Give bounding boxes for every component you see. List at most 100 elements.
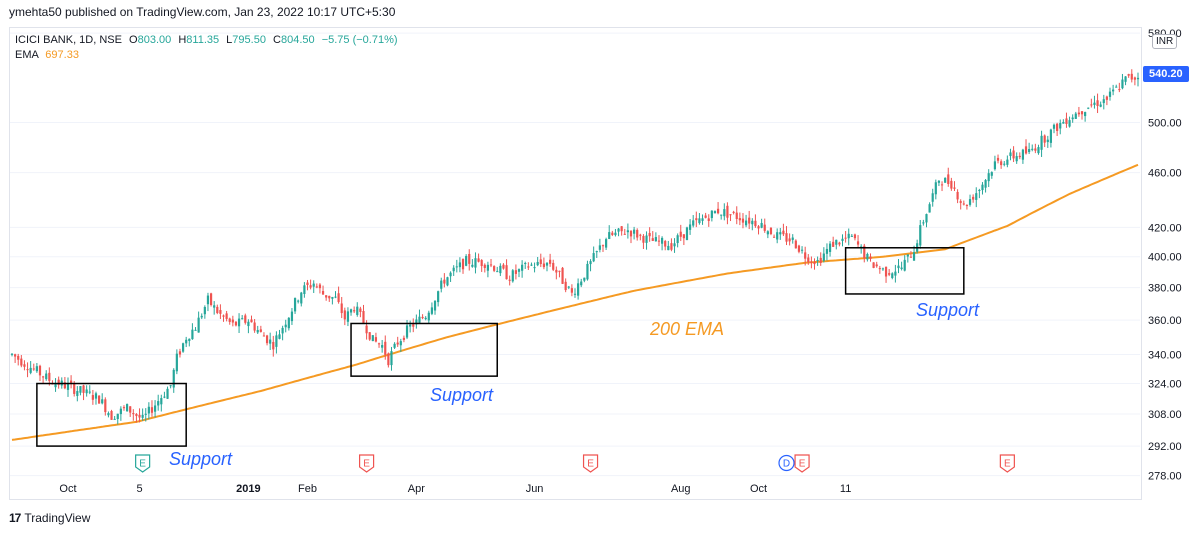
support-zone-box[interactable] [844,247,965,295]
candle [200,313,203,320]
y-tick-label: 400.00 [1148,252,1182,264]
candle [278,329,281,340]
earnings-event-icon[interactable]: E [582,454,599,473]
candle [757,225,760,235]
tradingview-logo-icon: 17 [9,511,21,525]
candle [362,304,365,324]
candle [85,385,88,397]
candle [312,280,315,293]
candle [486,261,490,278]
candle [138,408,141,423]
candle [564,278,567,293]
candle [76,386,79,402]
candle [455,259,458,273]
candle [539,253,542,268]
tradingview-footer[interactable]: 17 TradingView [9,511,90,525]
x-tick-label: Apr [408,483,425,495]
candle [471,259,474,268]
candle [897,259,900,274]
candle [1034,143,1037,154]
candle [533,262,536,273]
candle [704,212,707,219]
candle [42,375,45,384]
candle [723,203,726,221]
candle [782,223,785,237]
candle [888,269,891,277]
candle [894,264,897,283]
ema-indicator-label[interactable]: EMA [15,49,39,61]
earnings-event-icon[interactable]: E [358,454,375,473]
candle [387,352,390,368]
support-zones [36,247,965,447]
candle [409,320,412,333]
open-label: O [129,34,138,46]
candle [660,236,664,251]
candle [256,325,259,334]
candle [900,261,903,271]
candle [1052,123,1056,134]
candle [919,220,922,249]
price-axis: 278.00 292.00 308.00 324.00 340.00 360.00 380.… [1148,28,1182,482]
candle [237,313,241,334]
candle [163,391,166,399]
support-zone-box[interactable] [36,382,187,447]
candle [480,259,483,272]
candle [216,304,219,315]
candle [97,395,101,404]
candle [1018,152,1021,160]
earnings-event-icon[interactable]: E [135,454,151,473]
candle [477,253,480,263]
last-price-label: 540.20 [1143,66,1189,82]
symbol-name[interactable]: ICICI BANK, 1D, NSE [15,34,122,46]
dividend-event-icon[interactable]: D [778,454,795,472]
chart-pane[interactable] [9,27,1142,500]
candle [54,378,57,392]
earnings-event-icon[interactable]: E [999,454,1015,473]
candle [844,231,847,243]
candle [172,368,175,393]
candle [259,325,262,333]
earnings-event-icon[interactable]: E [794,454,810,473]
candle [412,318,415,333]
candle [1009,148,1012,161]
candle [440,277,443,293]
candle [430,302,434,316]
candle [69,375,73,389]
candle [664,239,667,251]
candle [293,297,297,314]
candle [561,266,564,285]
currency-badge[interactable]: INR [1152,34,1178,49]
support-zone-box[interactable] [350,322,498,377]
symbol-legend[interactable]: ICICI BANK, 1D, NSE O803.00 H811.35 L795… [15,33,398,63]
candle [589,259,592,272]
candle [838,241,841,247]
candle [489,258,493,268]
candle [160,394,163,412]
candle [741,213,745,229]
candle [1024,139,1028,155]
candle [79,386,82,396]
candle [493,265,496,273]
y-tick-label: 278.00 [1148,471,1182,483]
candle [785,226,788,246]
candle [813,258,816,270]
candle [965,204,969,210]
candle [726,202,729,225]
candle [841,234,844,247]
candle [884,266,888,283]
candle [191,323,194,340]
candle [928,202,931,213]
candle [446,276,449,287]
candle [125,403,129,412]
candle [797,244,801,254]
candle [583,277,586,283]
candle [1062,119,1065,124]
candle [956,189,959,204]
candle [903,255,906,272]
candle [141,408,144,421]
candle [1087,107,1090,110]
x-tick-label: Jun [526,483,544,495]
candle [458,257,462,273]
candle [744,214,748,228]
